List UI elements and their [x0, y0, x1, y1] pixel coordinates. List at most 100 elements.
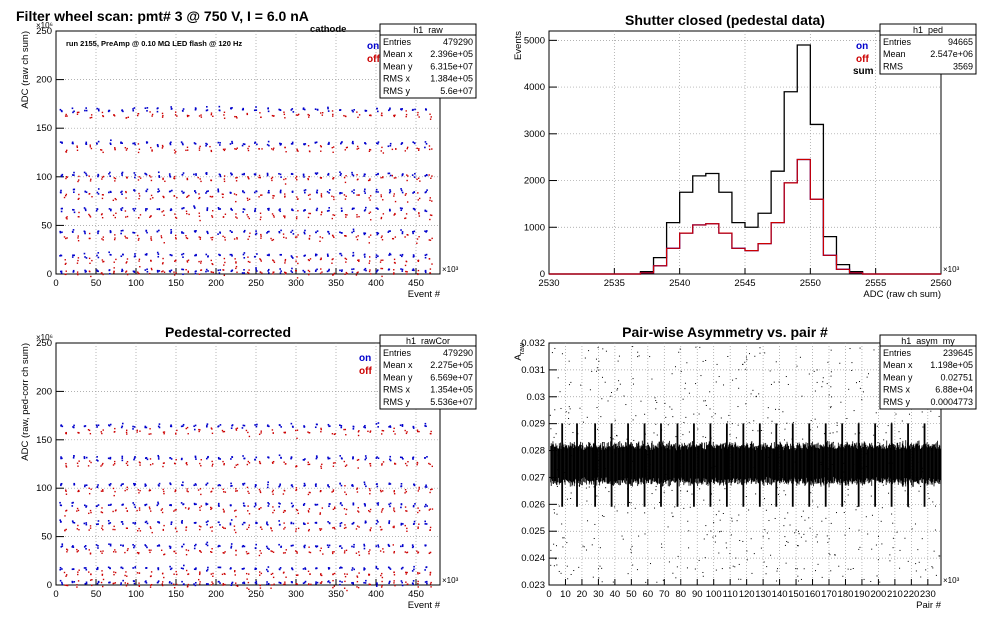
cor-x-tick-label: 400	[368, 589, 384, 600]
raw-point-on	[217, 190, 220, 193]
asym-outlier-point	[830, 349, 832, 351]
asym-x-tick-label: 10	[560, 589, 571, 600]
cor-point-on	[73, 581, 76, 583]
raw-point-on	[291, 141, 294, 144]
raw-point-off	[368, 262, 371, 264]
raw-point-off	[247, 176, 249, 178]
asym-outlier-point	[838, 565, 840, 567]
asym-outlier-point	[835, 512, 837, 514]
cor-y-tick-label: 0	[47, 580, 52, 591]
cor-point-off	[295, 583, 297, 585]
raw-point-off	[235, 194, 238, 196]
cor-point-off	[319, 528, 321, 530]
raw-point-off	[138, 148, 141, 150]
cor-stats-label: RMS y	[383, 397, 411, 407]
raw-point-on	[290, 143, 293, 145]
cor-point-on	[400, 567, 403, 570]
cor-point-on	[134, 506, 137, 508]
raw-point-on	[401, 232, 404, 235]
raw-point-on	[109, 272, 111, 275]
raw-point-on	[230, 208, 232, 211]
raw-point-off	[428, 148, 431, 151]
raw-point-on	[96, 208, 99, 210]
raw-point-on	[280, 229, 282, 232]
raw-point-on	[83, 207, 86, 209]
cor-point-on	[205, 457, 208, 460]
raw-point-off	[356, 174, 358, 176]
cor-point-off	[199, 429, 201, 431]
raw-point-off	[297, 114, 299, 116]
raw-point-on	[255, 267, 257, 269]
cor-x-tick-label: 200	[208, 589, 224, 600]
asym-outlier-point	[795, 568, 797, 570]
raw-point-off	[344, 181, 347, 184]
cor-point-on	[231, 484, 233, 487]
raw-point-off	[235, 177, 237, 179]
cor-point-on	[353, 568, 355, 571]
cor-point-off	[428, 509, 431, 511]
raw-point-off	[380, 150, 382, 152]
cor-point-off	[296, 550, 298, 553]
raw-point-off	[235, 216, 237, 218]
cor-point-off	[357, 507, 360, 509]
raw-point-off	[151, 115, 153, 117]
cor-point-on	[229, 567, 232, 569]
raw-point-off	[76, 262, 79, 264]
cor-point-off	[417, 582, 419, 585]
cor-point-off	[296, 437, 298, 440]
cor-point-off	[138, 509, 141, 511]
raw-point-on	[145, 253, 148, 255]
cor-point-off	[332, 579, 334, 582]
raw-point-off	[406, 271, 408, 273]
raw-point-off	[369, 178, 371, 180]
cor-point-off	[356, 575, 358, 577]
raw-point-off	[307, 113, 309, 116]
cor-point-off	[259, 491, 262, 494]
asym-outlier-point	[815, 536, 817, 538]
cor-point-off	[394, 463, 397, 465]
raw-point-on	[352, 174, 355, 177]
cor-point-off	[212, 572, 214, 575]
cor-point-on	[315, 423, 318, 426]
raw-point-off	[102, 273, 104, 276]
asym-outlier-point	[656, 581, 658, 583]
raw-point-off	[320, 193, 323, 195]
asym-outlier-point	[920, 576, 922, 578]
asym-outlier-point	[655, 485, 657, 487]
cor-point-on	[339, 455, 342, 457]
raw-point-on	[400, 143, 403, 145]
asym-outlier-point	[899, 549, 901, 551]
asym-stats-value: 0.0004773	[930, 397, 973, 407]
raw-point-off	[270, 237, 272, 240]
cor-y-tick-label: 200	[36, 386, 52, 397]
cor-point-off	[343, 573, 346, 575]
cor-point-off	[114, 427, 116, 430]
raw-point-on	[134, 253, 136, 255]
cor-point-off	[404, 489, 407, 491]
cor-point-on	[193, 425, 195, 428]
raw-point-off	[297, 262, 299, 265]
cor-point-off	[284, 432, 286, 434]
raw-point-on	[121, 172, 123, 175]
cor-point-off	[185, 553, 188, 556]
asym-outlier-point	[795, 529, 797, 531]
asym-outlier-point	[640, 400, 642, 402]
cor-point-off	[224, 573, 226, 575]
raw-point-on	[364, 232, 367, 235]
cor-point-on	[217, 504, 220, 507]
cor-point-on	[182, 567, 184, 570]
raw-point-on	[145, 141, 148, 143]
cor-point-off	[63, 571, 66, 574]
asym-outlier-point	[730, 534, 732, 536]
raw-point-off	[368, 242, 370, 244]
raw-point-off	[161, 263, 164, 265]
cor-point-off	[174, 489, 177, 491]
raw-point-on	[375, 207, 378, 210]
cor-point-off	[296, 429, 299, 431]
cor-point-off	[429, 463, 431, 466]
cor-point-on	[268, 425, 270, 428]
cor-point-off	[310, 583, 312, 586]
asym-outlier-point	[801, 395, 803, 397]
cor-point-on	[327, 456, 329, 459]
raw-point-on	[72, 229, 75, 231]
